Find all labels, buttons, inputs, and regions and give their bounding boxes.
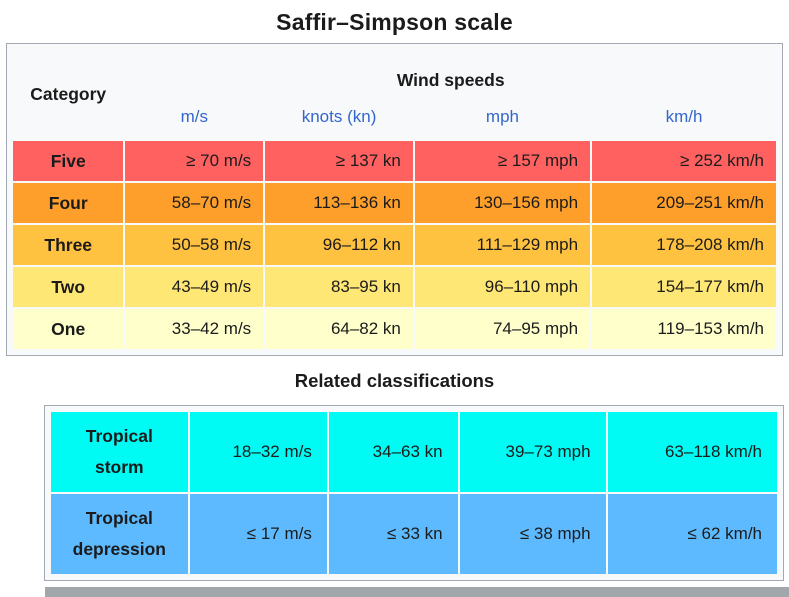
table-row-three: Three 50–58 m/s 96–112 kn 111–129 mph 17… — [13, 225, 776, 265]
category-cell: Five — [13, 141, 124, 181]
page-title: Saffir–Simpson scale — [276, 9, 513, 35]
category-cell: One — [13, 309, 124, 349]
kmh-value: 154–177 km/h — [592, 267, 776, 307]
mph-value: 111–129 mph — [414, 225, 591, 265]
ms-value: 18–32 m/s — [189, 412, 327, 492]
mph-value: 74–95 mph — [414, 309, 591, 349]
kmh-value: 209–251 km/h — [592, 183, 776, 223]
related-classifications-heading: Related classifications — [294, 370, 495, 391]
kmh-value: 178–208 km/h — [592, 225, 776, 265]
saffir-simpson-table-container: Category Wind speeds m/s knots (kn) mph … — [6, 43, 783, 356]
related-classifications-table: Tropical storm 18–32 m/s 34–63 kn 39–73 … — [49, 410, 779, 576]
cutoff-element-bar — [45, 587, 789, 597]
kn-value: ≤ 33 kn — [328, 494, 458, 574]
units-row: m/s knots (kn) mph km/h — [13, 95, 776, 139]
kmh-value: 119–153 km/h — [592, 309, 776, 349]
ms-value: 33–42 m/s — [125, 309, 264, 349]
ms-value: 43–49 m/s — [125, 267, 264, 307]
unit-link-mph[interactable]: mph — [485, 107, 519, 126]
kn-value: 96–112 kn — [265, 225, 413, 265]
kn-value: 64–82 kn — [265, 309, 413, 349]
ms-value: ≥ 70 m/s — [125, 141, 264, 181]
category-header: Category — [30, 84, 107, 104]
ms-value: 50–58 m/s — [125, 225, 264, 265]
table-row-tropical-storm: Tropical storm 18–32 m/s 34–63 kn 39–73 … — [51, 412, 777, 492]
mph-value: ≥ 157 mph — [414, 141, 591, 181]
kn-value: 83–95 kn — [265, 267, 413, 307]
mph-value: 39–73 mph — [459, 412, 606, 492]
table-row-five: Five ≥ 70 m/s ≥ 137 kn ≥ 157 mph ≥ 252 k… — [13, 141, 776, 181]
ms-value: 58–70 m/s — [125, 183, 264, 223]
ms-value: ≤ 17 m/s — [189, 494, 327, 574]
table-row-four: Four 58–70 m/s 113–136 kn 130–156 mph 20… — [13, 183, 776, 223]
table-row-one: One 33–42 m/s 64–82 kn 74–95 mph 119–153… — [13, 309, 776, 349]
classification-cell: Tropical storm — [51, 412, 188, 492]
mph-value: 130–156 mph — [414, 183, 591, 223]
unit-link-knots[interactable]: knots (kn) — [301, 107, 377, 126]
mph-value: 96–110 mph — [414, 267, 591, 307]
unit-link-ms[interactable]: m/s — [180, 107, 208, 126]
kn-value: 34–63 kn — [328, 412, 458, 492]
category-cell: Two — [13, 267, 124, 307]
related-classifications-table-container: Tropical storm 18–32 m/s 34–63 kn 39–73 … — [44, 405, 784, 581]
table-row-tropical-depression: Tropical depression ≤ 17 m/s ≤ 33 kn ≤ 3… — [51, 494, 777, 574]
table-row-two: Two 43–49 m/s 83–95 kn 96–110 mph 154–17… — [13, 267, 776, 307]
kn-value: 113–136 kn — [265, 183, 413, 223]
header-row: Category Wind speeds — [13, 50, 776, 104]
kmh-value: 63–118 km/h — [607, 412, 777, 492]
unit-link-kmh[interactable]: km/h — [665, 107, 703, 126]
kn-value: ≥ 137 kn — [265, 141, 413, 181]
mph-value: ≤ 38 mph — [459, 494, 606, 574]
saffir-simpson-table: Category Wind speeds m/s knots (kn) mph … — [11, 48, 778, 351]
kmh-value: ≤ 62 km/h — [607, 494, 777, 574]
category-cell: Three — [13, 225, 124, 265]
wind-speeds-header: Wind speeds — [396, 70, 505, 90]
category-cell: Four — [13, 183, 124, 223]
kmh-value: ≥ 252 km/h — [592, 141, 776, 181]
classification-cell: Tropical depression — [51, 494, 188, 574]
